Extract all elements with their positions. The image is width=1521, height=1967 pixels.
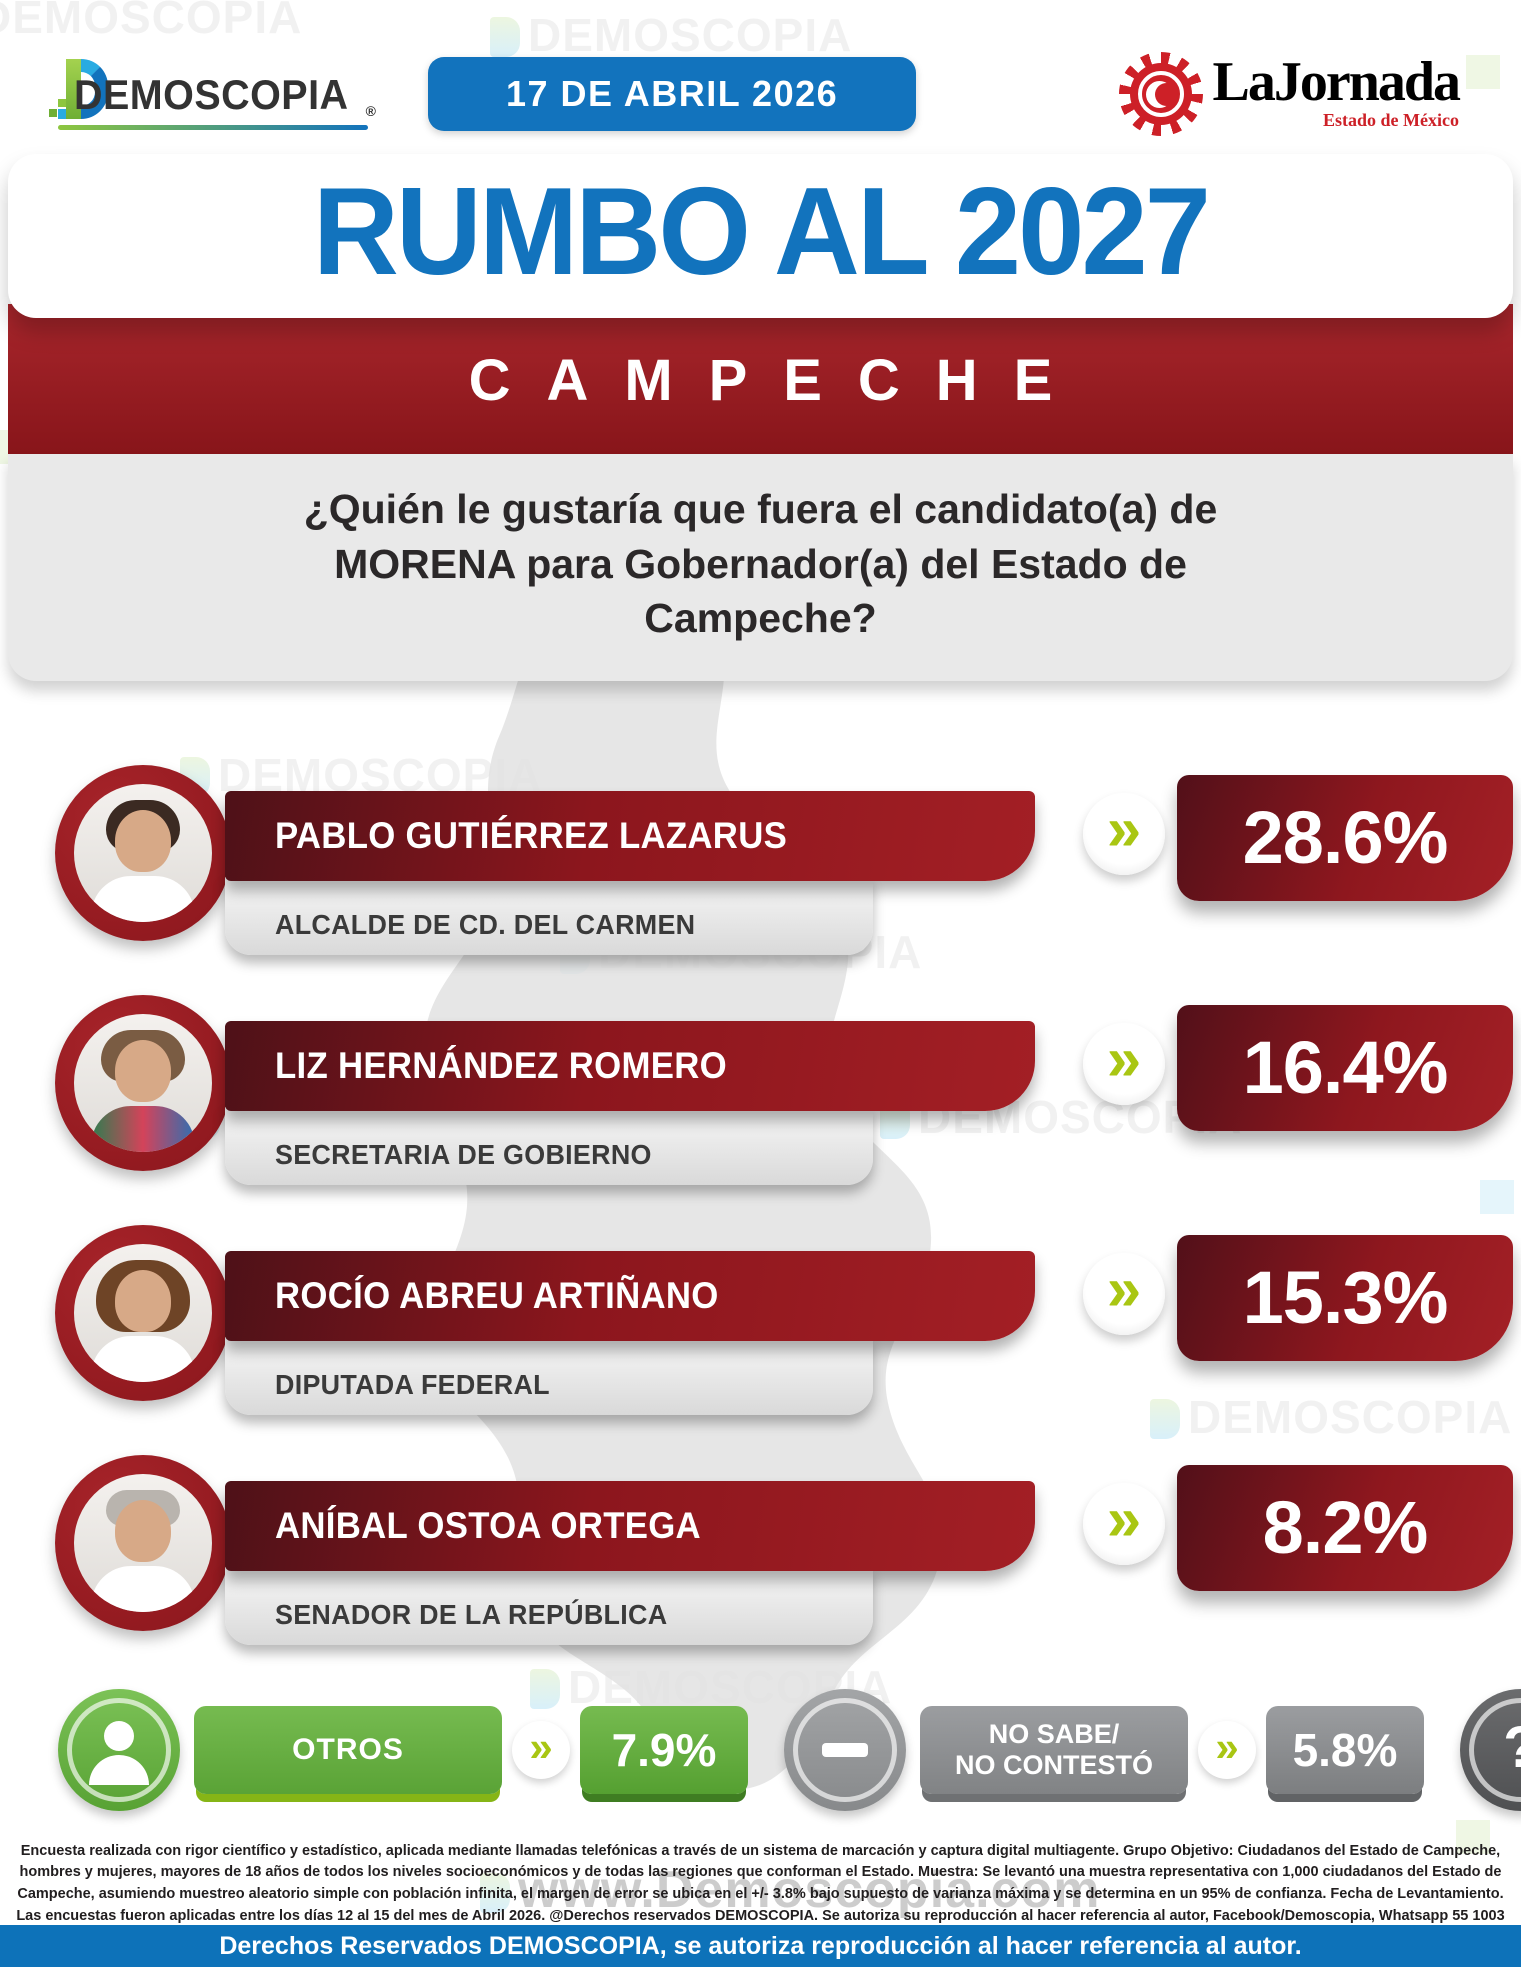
avatar-body bbox=[91, 1105, 195, 1152]
stat-no-sabe: NO SABE/NO CONTESTÓ » 5.8% bbox=[784, 1688, 1424, 1811]
candidate-row: ROCÍO ABREU ARTIÑANO DIPUTADA FEDERAL » … bbox=[55, 1224, 1521, 1415]
registered-mark: ® bbox=[365, 102, 376, 119]
title-card: RUMBO AL 2027 bbox=[8, 154, 1513, 319]
demoscopia-logo: DEMOSCOPIA ® bbox=[49, 58, 376, 130]
stat-label: OTROS bbox=[194, 1705, 502, 1794]
candidate-name: ROCÍO ABREU ARTIÑANO bbox=[275, 1274, 719, 1316]
avatar-body bbox=[91, 1335, 195, 1382]
person-icon bbox=[58, 1688, 180, 1811]
candidate-name-bar: ROCÍO ABREU ARTIÑANO bbox=[225, 1250, 1035, 1341]
avatar-body bbox=[91, 1565, 195, 1612]
candidate-percentage: 28.6% bbox=[1177, 774, 1513, 901]
candidate-name-bar: LIZ HERNÁNDEZ ROMERO bbox=[225, 1020, 1035, 1111]
candidate-percentage: 16.4% bbox=[1177, 1004, 1513, 1131]
candidate-role: SENADOR DE LA REPÚBLICA bbox=[275, 1598, 668, 1630]
candidate-percentage: 8.2% bbox=[1177, 1464, 1513, 1591]
candidate-photo bbox=[55, 1224, 231, 1401]
jornada-subtitle: Estado de México bbox=[1323, 109, 1459, 130]
brand-name: DEMOSCOPIA bbox=[73, 70, 349, 118]
page-title: RUMBO AL 2027 bbox=[312, 163, 1211, 301]
candidate-row: ANÍBAL OSTOA ORTEGA SENADOR DE LA REPÚBL… bbox=[55, 1454, 1521, 1645]
stat-percentage: 7.9% bbox=[580, 1705, 748, 1794]
candidate-name: PABLO GUTIÉRREZ LAZARUS bbox=[275, 814, 788, 856]
candidate-role: ALCALDE DE CD. DEL CARMEN bbox=[275, 908, 696, 940]
date-badge: 17 DE ABRIL 2026 bbox=[428, 57, 917, 131]
candidate-role-bar: SECRETARIA DE GOBIERNO bbox=[225, 1106, 873, 1185]
header: DEMOSCOPIA ® 17 DE ABRIL 2026 LaJornada … bbox=[0, 0, 1521, 136]
jornada-sun-icon bbox=[1118, 52, 1203, 136]
chevron-icon: » bbox=[1083, 792, 1165, 875]
state-name: CAMPECHE bbox=[468, 348, 1089, 414]
other-results-row: OTROS » 7.9% NO SABE/NO CONTESTÓ » 5.8% … bbox=[58, 1685, 1521, 1815]
chevron-icon: » bbox=[1083, 1252, 1165, 1335]
question-mark-icon: ? bbox=[1460, 1688, 1521, 1811]
candidate-photo bbox=[55, 994, 231, 1171]
question-box: ¿Quién le gustaría que fuera el candidat… bbox=[8, 454, 1513, 681]
candidate-role: SECRETARIA DE GOBIERNO bbox=[275, 1138, 652, 1170]
candidate-percentage: 15.3% bbox=[1177, 1234, 1513, 1361]
avatar-face bbox=[115, 1499, 171, 1562]
candidate-photo bbox=[55, 1454, 231, 1631]
candidate-row: LIZ HERNÁNDEZ ROMERO SECRETARIA DE GOBIE… bbox=[55, 994, 1521, 1185]
candidate-role-bar: ALCALDE DE CD. DEL CARMEN bbox=[225, 876, 873, 955]
candidate-row: PABLO GUTIÉRREZ LAZARUS ALCALDE DE CD. D… bbox=[55, 764, 1521, 955]
minus-icon bbox=[784, 1688, 906, 1811]
brand-underline bbox=[58, 124, 368, 130]
candidate-name-bar: PABLO GUTIÉRREZ LAZARUS bbox=[225, 790, 1035, 881]
stat-otros: OTROS » 7.9% bbox=[58, 1688, 748, 1811]
candidate-photo bbox=[55, 764, 231, 941]
chevron-icon: » bbox=[1083, 1022, 1165, 1105]
jornada-name: LaJornada bbox=[1212, 51, 1461, 114]
candidate-role-bar: SENADOR DE LA REPÚBLICA bbox=[225, 1566, 873, 1645]
stat-label: NO SABE/NO CONTESTÓ bbox=[920, 1705, 1188, 1794]
la-jornada-logo: LaJornada Estado de México bbox=[1118, 51, 1461, 136]
candidates-section: PABLO GUTIÉRREZ LAZARUS ALCALDE DE CD. D… bbox=[0, 764, 1521, 1645]
candidate-role: DIPUTADA FEDERAL bbox=[275, 1368, 550, 1400]
stat-aun-no-decide: ? AÚN NO DECIDE » 17.8% bbox=[1460, 1688, 1521, 1811]
avatar-face bbox=[115, 1269, 171, 1332]
candidate-role-bar: DIPUTADA FEDERAL bbox=[225, 1336, 873, 1415]
chevron-icon: » bbox=[1083, 1482, 1165, 1565]
state-banner: CAMPECHE bbox=[8, 304, 1513, 455]
avatar-body bbox=[91, 875, 195, 922]
copyright-text: Derechos Reservados DEMOSCOPIA, se autor… bbox=[219, 1931, 1302, 1960]
chevron-icon: » bbox=[1198, 1720, 1256, 1779]
stat-percentage: 5.8% bbox=[1266, 1705, 1424, 1794]
candidate-name: ANÍBAL OSTOA ORTEGA bbox=[275, 1504, 701, 1546]
candidate-name-bar: ANÍBAL OSTOA ORTEGA bbox=[225, 1480, 1035, 1571]
copyright-bar: Derechos Reservados DEMOSCOPIA, se autor… bbox=[0, 1925, 1521, 1967]
survey-question: ¿Quién le gustaría que fuera el candidat… bbox=[303, 486, 1218, 641]
avatar-face bbox=[115, 809, 171, 872]
candidate-name: LIZ HERNÁNDEZ ROMERO bbox=[275, 1044, 727, 1086]
demoscopia-d-icon bbox=[49, 58, 108, 119]
avatar-face bbox=[115, 1039, 171, 1102]
chevron-icon: » bbox=[512, 1720, 570, 1779]
